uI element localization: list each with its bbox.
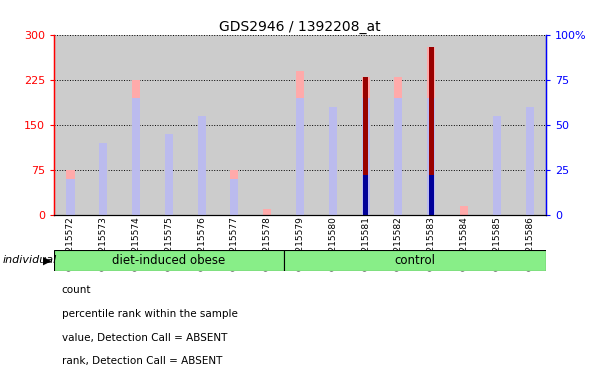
Bar xyxy=(119,35,152,215)
Text: ▶: ▶ xyxy=(43,255,52,265)
Bar xyxy=(99,149,107,215)
Bar xyxy=(429,175,434,215)
Text: percentile rank within the sample: percentile rank within the sample xyxy=(62,309,238,319)
Bar xyxy=(185,35,218,215)
Bar xyxy=(493,116,501,215)
Bar xyxy=(394,77,403,215)
Bar xyxy=(427,46,436,215)
Bar xyxy=(513,35,546,215)
Bar xyxy=(132,98,140,215)
Bar xyxy=(361,77,370,215)
Bar xyxy=(427,98,436,215)
Text: individual: individual xyxy=(3,255,57,265)
Bar xyxy=(87,35,119,215)
Bar xyxy=(251,35,284,215)
Bar xyxy=(460,206,468,215)
Bar xyxy=(230,179,238,215)
Bar xyxy=(67,179,74,215)
Bar xyxy=(197,116,206,215)
Title: GDS2946 / 1392208_at: GDS2946 / 1392208_at xyxy=(219,20,381,33)
Text: value, Detection Call = ABSENT: value, Detection Call = ABSENT xyxy=(62,333,227,343)
Bar xyxy=(197,128,206,215)
Bar xyxy=(67,170,74,215)
Bar xyxy=(349,35,382,215)
Bar xyxy=(493,128,501,215)
Bar xyxy=(263,209,271,215)
Bar xyxy=(329,119,337,215)
Bar xyxy=(361,98,370,215)
Bar xyxy=(54,35,87,215)
Bar xyxy=(481,35,513,215)
Bar xyxy=(230,170,238,215)
Bar xyxy=(316,35,349,215)
Bar xyxy=(284,250,546,271)
Bar xyxy=(54,250,284,271)
Bar xyxy=(526,107,534,215)
Bar xyxy=(99,143,107,215)
Text: diet-induced obese: diet-induced obese xyxy=(112,254,226,266)
Bar xyxy=(429,46,434,215)
Bar xyxy=(382,35,415,215)
Bar xyxy=(394,98,403,215)
Bar xyxy=(296,98,304,215)
Bar xyxy=(329,107,337,215)
Bar xyxy=(415,35,448,215)
Bar xyxy=(218,35,251,215)
Bar xyxy=(152,35,185,215)
Bar xyxy=(164,134,173,215)
Bar xyxy=(363,77,368,215)
Bar xyxy=(448,35,481,215)
Text: control: control xyxy=(394,254,435,266)
Bar xyxy=(526,122,534,215)
Text: count: count xyxy=(62,285,91,295)
Text: rank, Detection Call = ABSENT: rank, Detection Call = ABSENT xyxy=(62,356,222,366)
Bar xyxy=(132,80,140,215)
Bar xyxy=(296,71,304,215)
Bar xyxy=(164,137,173,215)
Bar xyxy=(363,175,368,215)
Bar xyxy=(284,35,316,215)
